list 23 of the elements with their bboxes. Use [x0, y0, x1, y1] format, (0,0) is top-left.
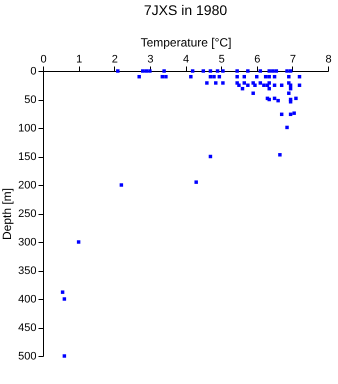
x-tick-label: 4: [182, 54, 190, 66]
y-tick-label: 0: [30, 66, 36, 78]
x-tick-label: 0: [40, 54, 47, 66]
x-tick-label: 8: [325, 54, 332, 66]
x-tick-label: 1: [76, 54, 82, 66]
x-tick-label: 6: [254, 54, 260, 66]
x-tick-label: 3: [147, 54, 154, 66]
y-tick-label: 500: [18, 350, 36, 362]
x-axis-title: Temperature [°C]: [140, 36, 232, 50]
x-tick-label: 5: [218, 54, 225, 66]
y-tick-label: 100: [18, 122, 36, 134]
y-tick-label: 300: [18, 236, 36, 248]
x-tick-label: 7: [290, 54, 296, 66]
y-axis-title: Depth [m]: [0, 188, 14, 240]
y-tick-label: 200: [18, 180, 36, 192]
y-tick-label: 350: [18, 265, 36, 277]
y-tick-label: 250: [18, 208, 36, 220]
y-tick-label: 150: [18, 151, 36, 163]
y-tick-label: 400: [18, 294, 36, 306]
y-tick-label: 50: [24, 94, 36, 106]
y-tick-label: 450: [18, 322, 36, 334]
x-tick-label: 2: [112, 54, 118, 66]
chart-title: 7JXS in 1980: [144, 2, 228, 18]
